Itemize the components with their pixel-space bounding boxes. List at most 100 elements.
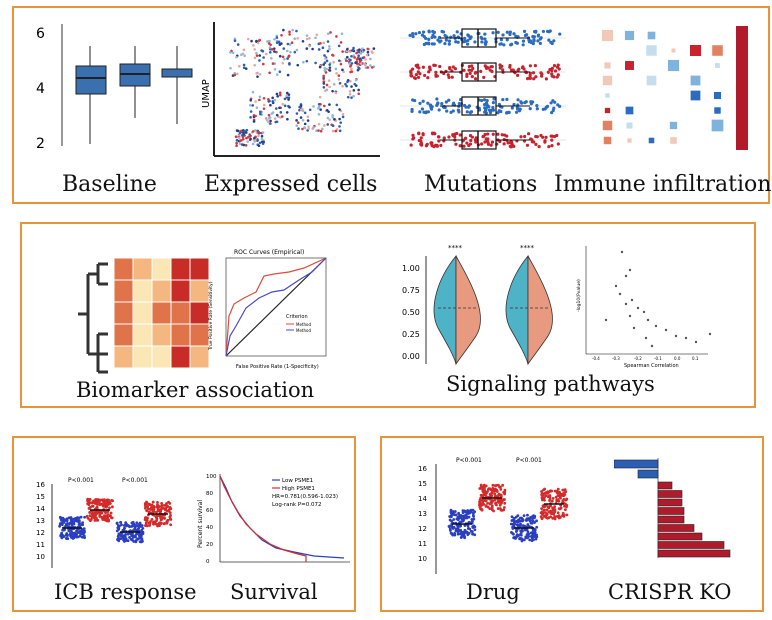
mutation-point (436, 101, 440, 105)
mutation-point (502, 142, 506, 146)
survival-legend-high: High PSME1 (282, 486, 315, 492)
umap-plot: UMAP (201, 22, 380, 157)
umap-point (246, 37, 250, 41)
umap-point (254, 100, 257, 103)
scatter-point (636, 306, 640, 310)
sample-point (557, 516, 561, 520)
mutation-point (544, 105, 549, 109)
mutation-point (452, 101, 456, 105)
sample-point (526, 530, 530, 534)
violin-tick-000: 0.00 (402, 352, 420, 361)
sample-point (61, 528, 65, 532)
umap-point (252, 120, 256, 123)
mutation-point (516, 73, 520, 77)
mutation-point (501, 33, 505, 37)
sample-point (124, 522, 128, 526)
mutation-point (550, 66, 554, 70)
mutation-point (492, 97, 496, 101)
sample-point (83, 515, 87, 519)
umap-point (305, 59, 309, 63)
sample-point (80, 528, 84, 531)
mutation-point (442, 136, 446, 140)
umap-point (301, 127, 304, 131)
sample-point (150, 517, 154, 521)
mutation-point (547, 38, 551, 42)
biomarker-cell (151, 301, 172, 325)
umap-point (271, 48, 274, 51)
signaling-violins: **** **** 1.00 0.75 0.50 0.25 0.00 (402, 244, 553, 366)
umap-point (295, 112, 299, 115)
icb-dotplot: 16 15 14 13 12 11 10 P<0.001 P<0.001 (36, 477, 173, 568)
mutation-point (496, 30, 500, 34)
umap-point (274, 120, 278, 124)
sample-point (156, 501, 159, 504)
sample-point (452, 513, 456, 517)
umap-point (322, 86, 326, 89)
survival-tick-label: 0 (206, 559, 210, 565)
mutation-point (511, 68, 515, 72)
mutation-point (429, 107, 434, 111)
mutation-point (480, 98, 484, 103)
mutation-point (431, 33, 435, 37)
sample-point (449, 510, 453, 514)
mutation-point (439, 39, 443, 43)
umap-point (241, 134, 244, 137)
umap-point (269, 122, 272, 125)
sample-point (58, 524, 62, 528)
mutation-point (454, 142, 458, 146)
umap-point (319, 108, 322, 111)
mutation-point (527, 132, 531, 136)
mutation-point (527, 40, 531, 44)
mutation-point (556, 142, 560, 146)
sample-point (450, 524, 454, 528)
umap-point (325, 83, 329, 87)
mutation-point (455, 131, 459, 136)
scatter-point (632, 326, 636, 330)
umap-point (361, 56, 365, 60)
mutation-point (462, 103, 467, 108)
sample-point (128, 525, 131, 529)
mutation-point (463, 39, 468, 43)
umap-point (275, 92, 279, 96)
sample-point (490, 506, 494, 509)
mutation-point (420, 107, 425, 111)
sample-point (151, 500, 155, 504)
axis-tick-label: 10 (36, 553, 45, 561)
umap-point (262, 103, 266, 107)
umap-point (297, 127, 300, 130)
mutation-point (450, 75, 454, 79)
sample-point (104, 516, 108, 519)
mutation-point (529, 102, 533, 106)
sample-point (481, 493, 485, 497)
sample-point (491, 483, 495, 487)
mutation-point (524, 100, 528, 104)
mutation-point (426, 101, 430, 105)
scatter-xtick-5: 0.0 (674, 356, 681, 361)
sample-point (99, 498, 102, 502)
crispr-bar (657, 532, 703, 541)
umap-point (352, 94, 355, 98)
umap-point (350, 85, 353, 88)
sample-point (143, 516, 147, 520)
mutation-point (532, 77, 536, 81)
sample-point (499, 487, 503, 491)
umap-point (267, 98, 270, 101)
sample-point (471, 508, 475, 512)
survival-ylabel: Percent survival (197, 500, 204, 548)
umap-point (346, 80, 349, 84)
sample-point (522, 514, 526, 517)
sample-point (81, 532, 85, 536)
sample-point (512, 522, 516, 526)
immune-cell (647, 31, 656, 40)
crispr-bar (657, 524, 695, 532)
mutation-point (547, 145, 551, 149)
mutation-point (456, 40, 460, 44)
umap-point (328, 85, 331, 89)
sample-point (116, 538, 119, 542)
umap-point (365, 53, 369, 57)
sample-point (153, 520, 157, 524)
biomarker-cell (170, 345, 191, 369)
sample-point (546, 505, 550, 509)
axis-tick-label: 12 (418, 525, 427, 533)
mutation-point (408, 33, 412, 38)
